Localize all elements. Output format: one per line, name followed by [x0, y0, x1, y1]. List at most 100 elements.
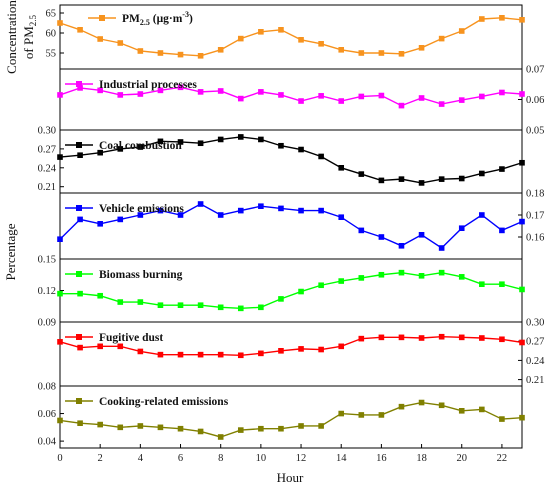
data-point [458, 225, 465, 231]
data-point [137, 299, 144, 305]
data-point [418, 399, 425, 406]
data-point [157, 302, 164, 308]
data-point [378, 271, 385, 278]
data-point [117, 146, 124, 152]
data-point [177, 84, 184, 91]
data-point [418, 95, 425, 101]
data-point [298, 207, 304, 214]
x-tick-label: 8 [218, 453, 223, 464]
legend-marker [99, 15, 105, 21]
panel-6: 0.04 0.06 0.08 Cooking-related emissions [38, 382, 525, 449]
data-point [398, 403, 405, 410]
data-point [438, 176, 445, 182]
data-point [157, 138, 164, 145]
y-tick-label: 60 [46, 29, 57, 40]
data-point [217, 434, 224, 440]
data-point [458, 28, 465, 34]
data-point [318, 93, 324, 99]
data-point [197, 201, 204, 207]
data-point [117, 216, 124, 223]
data-point [499, 15, 505, 21]
data-point [338, 165, 345, 171]
data-point [57, 20, 63, 26]
data-point [378, 50, 385, 56]
data-point [318, 207, 324, 214]
data-point [177, 51, 184, 58]
data-point [438, 269, 445, 276]
legend-marker [76, 334, 82, 340]
data-point [479, 335, 485, 341]
legend-label: Vehicle emissions [99, 203, 184, 215]
data-point [519, 159, 525, 166]
data-point [157, 351, 164, 358]
y-tick-label: 0.17 [526, 211, 544, 222]
data-point [438, 35, 445, 42]
data-point [398, 334, 405, 341]
data-point [338, 98, 345, 104]
data-point [398, 176, 405, 182]
x-tick-label: 20 [456, 453, 467, 464]
pm25-ylabel-line2: of PM2.5 [21, 14, 38, 59]
data-point [258, 29, 264, 35]
data-point [237, 305, 244, 312]
data-point [197, 89, 204, 95]
data-point [97, 343, 103, 350]
x-tick-label: 16 [376, 453, 387, 464]
data-point [57, 154, 63, 160]
y-tick-label: 0.09 [38, 318, 56, 329]
data-point [499, 227, 505, 234]
legend-label: Cooking-related emissions [99, 396, 229, 408]
data-point [378, 177, 385, 184]
data-point [418, 180, 425, 186]
data-point [157, 207, 164, 214]
data-point [77, 420, 83, 426]
data-point [77, 85, 83, 91]
data-point [458, 175, 465, 182]
panel-3: 0.16 0.17 0.18 Vehicle emissions [57, 189, 544, 260]
data-point [177, 351, 184, 358]
panel-0: 55 60 65 PM2.5 (μg·m-3) Concentration of PM2.… [4, 0, 525, 74]
data-point [57, 92, 63, 98]
data-point [458, 97, 465, 103]
data-point [418, 45, 425, 51]
legend-marker [76, 81, 82, 87]
y-axis-title: Percentage [3, 223, 18, 280]
data-point [298, 37, 304, 43]
x-tick-label: 2 [98, 453, 103, 464]
data-point [117, 40, 124, 46]
data-point [217, 88, 224, 94]
data-point [117, 299, 124, 305]
data-point [137, 144, 144, 150]
data-point [499, 416, 505, 422]
data-point [358, 50, 365, 56]
data-point [418, 335, 425, 341]
y-tick-label: 0.04 [38, 437, 57, 448]
data-point [57, 236, 63, 242]
data-point [519, 339, 525, 346]
x-tick-label: 18 [416, 453, 427, 464]
data-point [258, 425, 264, 432]
data-point [338, 343, 345, 350]
data-point [117, 92, 124, 98]
data-point [278, 296, 284, 302]
data-point [298, 423, 304, 429]
data-point [258, 350, 264, 357]
data-point [378, 92, 385, 99]
data-point [479, 212, 485, 218]
legend-label: PM2.5 (μg·m-3) [122, 10, 193, 27]
legend-label: Biomass burning [99, 269, 183, 281]
data-point [519, 17, 525, 23]
data-point [157, 424, 164, 431]
data-point [157, 50, 164, 56]
data-point [499, 336, 505, 343]
chart-panels: 55 60 65 PM2.5 (μg·m-3) Concentration of PM2.… [4, 0, 545, 449]
data-point [458, 274, 465, 280]
y-tick-label: 0.27 [38, 144, 56, 155]
data-point [318, 282, 324, 289]
data-point [217, 212, 224, 218]
series-line [59, 203, 523, 249]
data-point [398, 51, 405, 57]
data-point [177, 302, 184, 308]
data-point [318, 41, 324, 47]
